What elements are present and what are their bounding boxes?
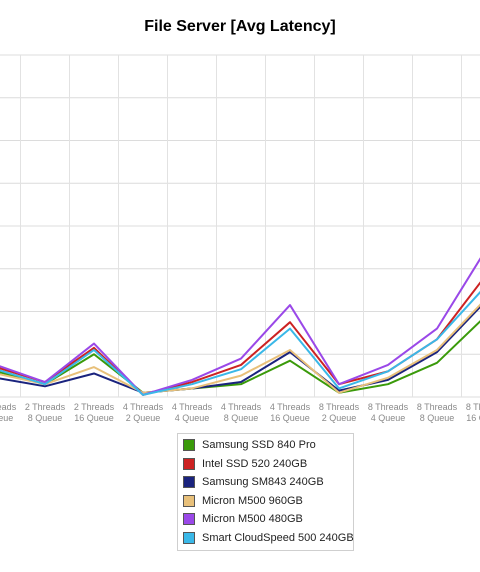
legend-swatch bbox=[183, 531, 195, 544]
legend-item[interactable]: Smart CloudSpeed 500 240GB bbox=[178, 529, 354, 548]
legend-item[interactable]: Micron M500 960GB bbox=[178, 492, 353, 511]
x-tick-label: 2 Queue bbox=[322, 413, 357, 423]
x-tick-label: 16 Queue bbox=[466, 413, 480, 423]
series-line-2 bbox=[0, 305, 480, 394]
legend-item[interactable]: Intel SSD 520 240GB bbox=[178, 455, 353, 474]
legend: Samsung SSD 840 Pro Intel SSD 520 240GB Sa… bbox=[177, 433, 354, 551]
legend-swatch bbox=[183, 494, 195, 507]
chart-title: File Server [Avg Latency] bbox=[144, 18, 336, 35]
x-tick-label: 4 Queue bbox=[175, 413, 210, 423]
series-layer bbox=[0, 257, 480, 396]
x-tick-label: 2 Threads bbox=[25, 402, 66, 412]
x-tick-label: 16 Queue bbox=[74, 413, 114, 423]
legend-item[interactable]: Samsung SM843 240GB bbox=[178, 473, 353, 492]
x-tick-label: 8 Threads bbox=[368, 402, 409, 412]
series-line-1 bbox=[0, 281, 480, 396]
legend-swatch bbox=[183, 476, 195, 489]
x-tick-label: 2 Threads bbox=[0, 402, 17, 412]
legend-item[interactable]: Micron M500 480GB bbox=[178, 510, 353, 529]
x-tick-label: 16 Queue bbox=[270, 413, 310, 423]
x-tick-label: 8 Threads bbox=[319, 402, 360, 412]
x-tick-label: 4 Threads bbox=[270, 402, 311, 412]
legend-label: Micron M500 480GB bbox=[202, 513, 303, 526]
legend-swatch bbox=[183, 457, 195, 470]
series-line-4 bbox=[0, 257, 480, 396]
legend-label: Micron M500 960GB bbox=[202, 494, 303, 507]
legend-label: Samsung SM843 240GB bbox=[202, 476, 324, 489]
x-tick-label: 2 Queue bbox=[126, 413, 161, 423]
x-tick-label: 2 Threads bbox=[74, 402, 115, 412]
legend-swatch bbox=[183, 513, 195, 526]
x-tick-label: 4 Queue bbox=[371, 413, 406, 423]
legend-label: Smart CloudSpeed 500 240GB bbox=[202, 531, 354, 544]
x-tick-label: 4 Queue bbox=[0, 413, 13, 423]
x-tick-label: 4 Threads bbox=[123, 402, 164, 412]
grid bbox=[0, 54, 480, 398]
legend-label: Intel SSD 520 240GB bbox=[202, 457, 308, 470]
x-tick-label: 8 Threads bbox=[466, 402, 480, 412]
legend-swatch bbox=[183, 439, 195, 452]
series-line-5 bbox=[0, 290, 480, 396]
series-line-0 bbox=[0, 320, 480, 394]
x-tick-label: 4 Threads bbox=[221, 402, 262, 412]
x-tick-label: 8 Queue bbox=[224, 413, 259, 423]
series-line-3 bbox=[0, 303, 480, 394]
x-tick-label: 8 Threads bbox=[417, 402, 458, 412]
x-tick-label: 4 Threads bbox=[172, 402, 213, 412]
x-tick-label: 8 Queue bbox=[28, 413, 63, 423]
legend-label: Samsung SSD 840 Pro bbox=[202, 439, 316, 452]
x-tick-label: 8 Queue bbox=[420, 413, 455, 423]
legend-item[interactable]: Samsung SSD 840 Pro bbox=[178, 436, 353, 455]
